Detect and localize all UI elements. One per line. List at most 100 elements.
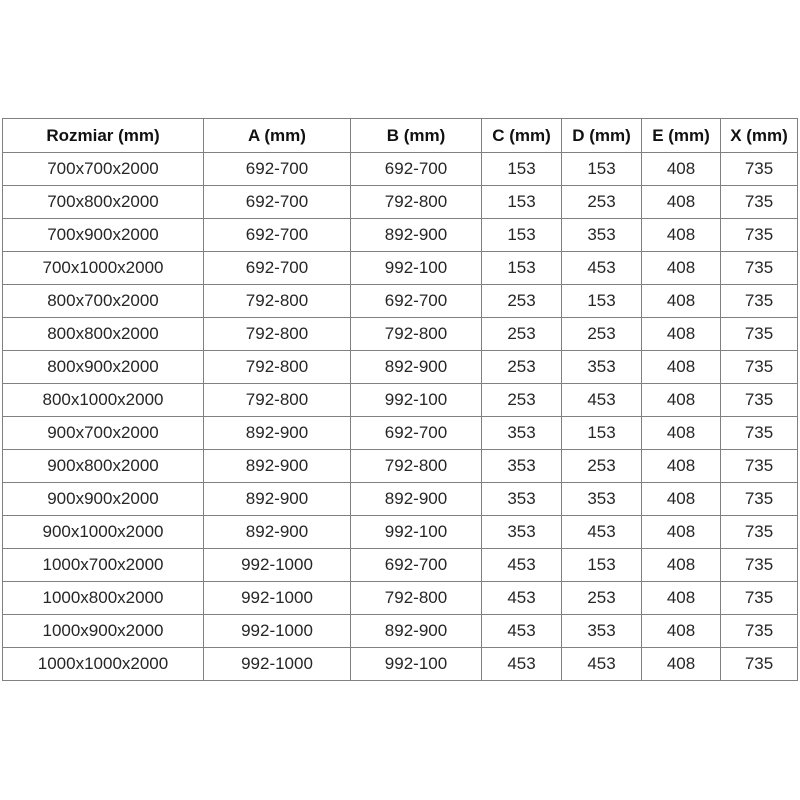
header-cell: B (mm) bbox=[350, 118, 482, 153]
table-cell: 692-700 bbox=[350, 284, 482, 318]
table-cell: 353 bbox=[561, 218, 642, 252]
table-cell: 792-800 bbox=[203, 284, 351, 318]
table-cell: 892-900 bbox=[203, 449, 351, 483]
table-row: 700x700x2000 692-700 692-700 153 153 408 735 bbox=[2, 152, 798, 186]
table-row: 800x1000x2000 792-800 992-100 253 453 408 735 bbox=[2, 383, 798, 417]
table-cell: 735 bbox=[720, 218, 798, 252]
table-cell: 735 bbox=[720, 482, 798, 516]
table-cell: 453 bbox=[561, 251, 642, 285]
table-cell: 792-800 bbox=[203, 350, 351, 384]
table-cell: 408 bbox=[641, 251, 721, 285]
table-cell: 735 bbox=[720, 317, 798, 351]
table-cell: 735 bbox=[720, 647, 798, 681]
table-cell: 892-900 bbox=[203, 416, 351, 450]
table-cell: 892-900 bbox=[350, 482, 482, 516]
table-cell: 453 bbox=[481, 548, 562, 582]
table-cell: 992-100 bbox=[350, 251, 482, 285]
table-cell: 735 bbox=[720, 383, 798, 417]
table-header: Rozmiar (mm) A (mm) B (mm) C (mm) D (mm) E (m… bbox=[2, 118, 798, 153]
table-cell: 153 bbox=[481, 251, 562, 285]
table-cell: 800x900x2000 bbox=[2, 350, 204, 384]
table-cell: 700x900x2000 bbox=[2, 218, 204, 252]
table-cell: 1000x800x2000 bbox=[2, 581, 204, 615]
table-cell: 408 bbox=[641, 647, 721, 681]
table-cell: 992-100 bbox=[350, 383, 482, 417]
table-cell: 792-800 bbox=[203, 383, 351, 417]
table-cell: 153 bbox=[561, 152, 642, 186]
table-row: 900x1000x2000 892-900 992-100 353 453 408 735 bbox=[2, 515, 798, 549]
table-cell: 253 bbox=[561, 449, 642, 483]
table-cell: 992-100 bbox=[350, 515, 482, 549]
table-cell: 735 bbox=[720, 515, 798, 549]
header-cell: C (mm) bbox=[481, 118, 562, 153]
table-cell: 408 bbox=[641, 449, 721, 483]
table-cell: 792-800 bbox=[350, 449, 482, 483]
table-cell: 700x1000x2000 bbox=[2, 251, 204, 285]
table-row: 1000x900x2000 992-1000 892-900 453 353 408 735 bbox=[2, 614, 798, 648]
table-row: 800x800x2000 792-800 792-800 253 253 408 735 bbox=[2, 317, 798, 351]
dimension-spec-table: Rozmiar (mm) A (mm) B (mm) C (mm) D (mm) E (m… bbox=[2, 118, 798, 681]
table-cell: 153 bbox=[561, 548, 642, 582]
table-body: 700x700x2000 692-700 692-700 153 153 408 735 70… bbox=[2, 152, 798, 681]
table-row: 900x900x2000 892-900 892-900 353 353 408 735 bbox=[2, 482, 798, 516]
table-cell: 892-900 bbox=[350, 350, 482, 384]
table-cell: 253 bbox=[481, 383, 562, 417]
table-cell: 153 bbox=[481, 185, 562, 219]
table-cell: 900x1000x2000 bbox=[2, 515, 204, 549]
table-header-row: Rozmiar (mm) A (mm) B (mm) C (mm) D (mm) E (m… bbox=[2, 118, 798, 153]
table-row: 700x1000x2000 692-700 992-100 153 453 408 735 bbox=[2, 251, 798, 285]
table-cell: 692-700 bbox=[350, 416, 482, 450]
table-cell: 692-700 bbox=[203, 152, 351, 186]
table-cell: 992-1000 bbox=[203, 548, 351, 582]
header-cell: A (mm) bbox=[203, 118, 351, 153]
table-cell: 408 bbox=[641, 218, 721, 252]
table-cell: 153 bbox=[481, 152, 562, 186]
table-cell: 735 bbox=[720, 284, 798, 318]
table-cell: 253 bbox=[481, 317, 562, 351]
table-cell: 408 bbox=[641, 548, 721, 582]
table-cell: 1000x1000x2000 bbox=[2, 647, 204, 681]
table-cell: 1000x900x2000 bbox=[2, 614, 204, 648]
table-cell: 892-900 bbox=[350, 218, 482, 252]
table-cell: 892-900 bbox=[203, 482, 351, 516]
table-cell: 735 bbox=[720, 251, 798, 285]
table-cell: 453 bbox=[481, 581, 562, 615]
table-cell: 692-700 bbox=[350, 152, 482, 186]
table-cell: 153 bbox=[561, 416, 642, 450]
table-cell: 408 bbox=[641, 581, 721, 615]
table-cell: 992-1000 bbox=[203, 647, 351, 681]
table-cell: 408 bbox=[641, 350, 721, 384]
table-row: 1000x1000x2000 992-1000 992-100 453 453 408 73… bbox=[2, 647, 798, 681]
table-cell: 692-700 bbox=[203, 185, 351, 219]
table-row: 700x900x2000 692-700 892-900 153 353 408 735 bbox=[2, 218, 798, 252]
table-cell: 800x1000x2000 bbox=[2, 383, 204, 417]
table-row: 1000x700x2000 992-1000 692-700 453 153 408 735 bbox=[2, 548, 798, 582]
table-cell: 453 bbox=[481, 614, 562, 648]
table-row: 800x700x2000 792-800 692-700 253 153 408 735 bbox=[2, 284, 798, 318]
table-cell: 792-800 bbox=[350, 581, 482, 615]
table-cell: 353 bbox=[481, 416, 562, 450]
table-cell: 1000x700x2000 bbox=[2, 548, 204, 582]
table-cell: 692-700 bbox=[203, 218, 351, 252]
table-cell: 992-100 bbox=[350, 647, 482, 681]
table-cell: 900x700x2000 bbox=[2, 416, 204, 450]
table-cell: 353 bbox=[561, 482, 642, 516]
table-cell: 892-900 bbox=[350, 614, 482, 648]
table-cell: 700x800x2000 bbox=[2, 185, 204, 219]
table-cell: 992-1000 bbox=[203, 581, 351, 615]
table-cell: 735 bbox=[720, 185, 798, 219]
table-cell: 408 bbox=[641, 317, 721, 351]
table-cell: 792-800 bbox=[203, 317, 351, 351]
table-cell: 992-1000 bbox=[203, 614, 351, 648]
table-row: 1000x800x2000 992-1000 792-800 453 253 408 735 bbox=[2, 581, 798, 615]
table-cell: 735 bbox=[720, 581, 798, 615]
table-cell: 800x700x2000 bbox=[2, 284, 204, 318]
table-row: 700x800x2000 692-700 792-800 153 253 408 735 bbox=[2, 185, 798, 219]
table-cell: 253 bbox=[561, 185, 642, 219]
table-cell: 735 bbox=[720, 350, 798, 384]
table-cell: 353 bbox=[561, 614, 642, 648]
table-cell: 453 bbox=[561, 515, 642, 549]
table-cell: 900x900x2000 bbox=[2, 482, 204, 516]
table-cell: 692-700 bbox=[350, 548, 482, 582]
header-cell: X (mm) bbox=[720, 118, 798, 153]
